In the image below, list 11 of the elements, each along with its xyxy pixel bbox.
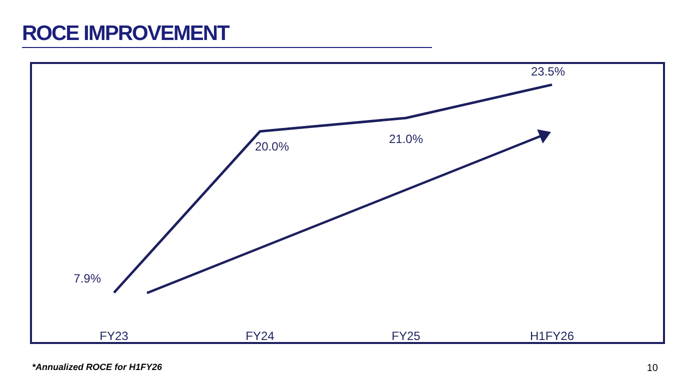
text: *Annualized ROCE for H1FY26 [32,362,162,372]
data-label: 7.9% [74,272,102,286]
data-label: 20.0% [254,139,290,154]
x-tick-label: FY23 [100,329,129,343]
data-label: 21.0% [388,132,424,146]
x-tick-label: FY24 [246,329,275,343]
x-tick-label: H1FY26 [530,329,574,343]
data-label: 23.5% [530,64,566,79]
text: 10 [646,363,658,374]
chart-title: ROCE IMPROVEMENT [22,22,229,46]
x-tick-label: FY25 [392,329,421,343]
